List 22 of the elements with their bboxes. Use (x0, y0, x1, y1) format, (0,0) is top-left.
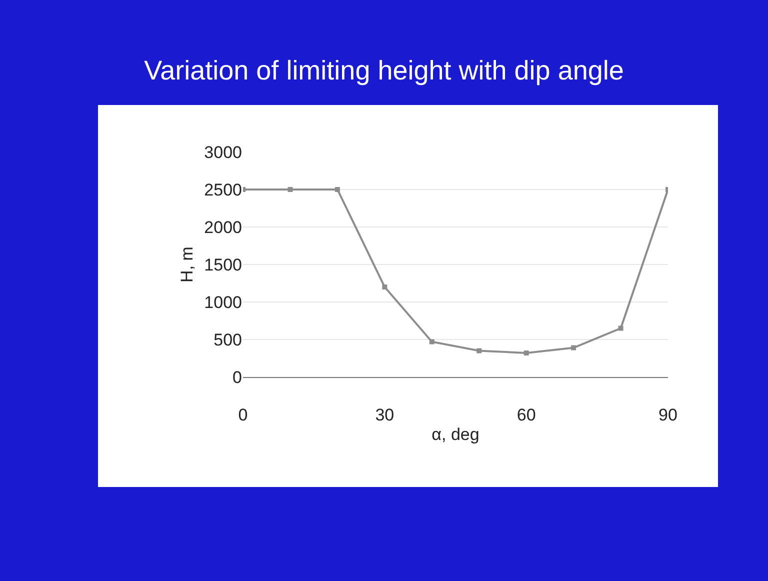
point (524, 350, 529, 356)
chart-title: Variation of limiting height with dip angle (144, 55, 624, 86)
y-tick-label: 1000 (204, 292, 242, 312)
point (334, 187, 340, 192)
point (476, 348, 482, 354)
y-tick-label: 2000 (204, 218, 242, 237)
point (382, 284, 388, 290)
y-tick-label: 500 (214, 330, 242, 350)
y-tick-label: 1500 (204, 255, 242, 274)
point (618, 326, 624, 331)
point (571, 345, 576, 350)
x-axis-title: α, deg (432, 424, 480, 444)
y-tick-label: 3000 (204, 142, 242, 162)
point (288, 187, 293, 192)
y-tick-label: 0 (232, 368, 242, 387)
x-tick-label: 60 (516, 405, 536, 424)
x-tick-label: 30 (375, 405, 394, 424)
point (429, 339, 434, 344)
x-tick-label: 90 (658, 405, 678, 424)
y-tick-label: 2500 (204, 180, 242, 200)
line-series (243, 187, 668, 356)
y-axis-title: H, m (178, 246, 197, 282)
